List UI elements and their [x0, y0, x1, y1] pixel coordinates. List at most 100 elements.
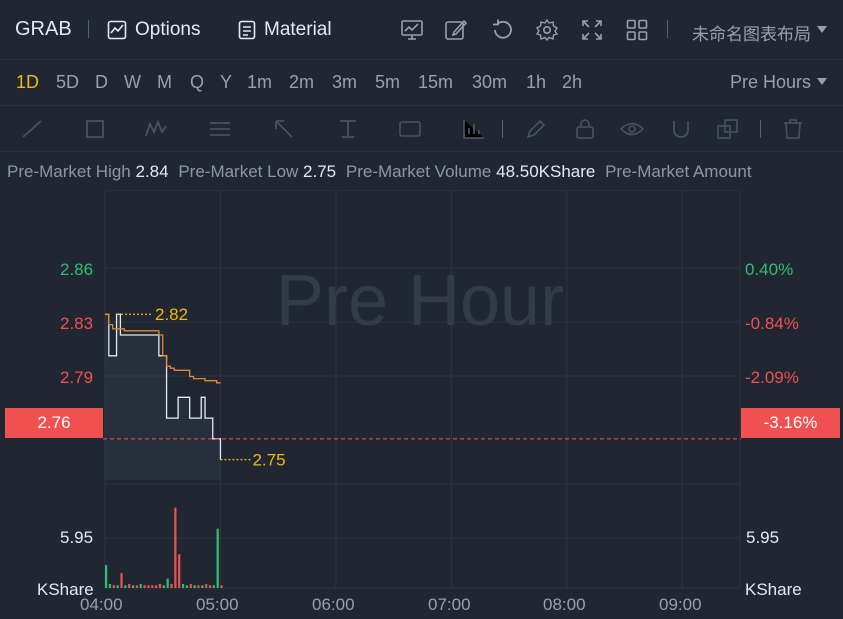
- layout-dropdown-caret-icon[interactable]: [817, 26, 827, 33]
- indicator-tool-icon[interactable]: [462, 118, 486, 140]
- timeframe-m[interactable]: M: [157, 72, 172, 92]
- drawing-toolbar: [0, 106, 843, 152]
- layout-grid-icon[interactable]: [625, 18, 649, 42]
- timeframe-y[interactable]: Y: [220, 72, 233, 92]
- chart-type-icon[interactable]: [400, 18, 424, 42]
- volume-bar: [158, 583, 162, 588]
- chart-canvas[interactable]: Pre Hour 2.82 2.75: [0, 189, 843, 619]
- right-pct-tick: 0.40%: [745, 260, 794, 279]
- material-button[interactable]: Material: [238, 17, 332, 43]
- pre-market-stats: Pre-Market High 2.84 Pre-Market Low 2.75…: [0, 152, 843, 190]
- volume-bar: [155, 585, 158, 588]
- options-button[interactable]: Options: [107, 17, 200, 43]
- timeframe-w[interactable]: W: [124, 72, 141, 92]
- volume-bar: [135, 585, 138, 588]
- volume-bar: [216, 528, 219, 588]
- pre-market-high-value: 2.84: [135, 162, 169, 181]
- volume-bar: [120, 573, 123, 588]
- measure-tool-icon[interactable]: [336, 118, 360, 140]
- volume-bar: [220, 585, 223, 588]
- trash-icon[interactable]: [781, 118, 805, 140]
- volume-bar: [185, 585, 189, 588]
- timeframe-15m[interactable]: 15m: [418, 72, 454, 92]
- volume-bar: [108, 583, 112, 588]
- volume-bar: [208, 585, 212, 588]
- price-chart[interactable]: Pre Hour 2.82 2.75 2.86 2.83 2.79 2.76 0…: [0, 189, 843, 619]
- annotation-tool-icon[interactable]: [398, 118, 422, 140]
- volume-bar: [178, 554, 181, 588]
- volume-bar: [131, 585, 135, 588]
- undo-icon[interactable]: [490, 18, 514, 42]
- volume-bars: [105, 507, 223, 588]
- pre-market-amount-label: Pre-Market Amount: [605, 162, 752, 181]
- volume-bar: [181, 583, 185, 588]
- layout-name-dropdown[interactable]: 未命名图表布局: [692, 25, 811, 44]
- timeframe-1m[interactable]: 1m: [247, 72, 273, 92]
- volume-unit-right: KShare: [745, 580, 802, 599]
- volume-bar: [170, 583, 173, 588]
- layers-icon[interactable]: [716, 118, 740, 140]
- trend-line-tool-icon[interactable]: [20, 118, 44, 140]
- timeframe-1h[interactable]: 1h: [526, 72, 547, 92]
- options-chart-icon: [107, 20, 127, 40]
- brush-icon[interactable]: [524, 118, 548, 140]
- volume-bar: [212, 585, 215, 588]
- timeframe-2h[interactable]: 2h: [562, 72, 583, 92]
- volume-bar: [128, 583, 131, 588]
- volume-bar: [143, 585, 146, 588]
- right-pct-tick: -0.84%: [745, 314, 799, 333]
- volume-bar: [105, 565, 108, 588]
- volume-tick-right: 5.95: [746, 528, 780, 547]
- visibility-eye-icon[interactable]: [620, 118, 644, 140]
- price-line: [105, 313, 222, 460]
- left-price-tick: 2.79: [60, 368, 94, 387]
- lock-icon[interactable]: [573, 118, 597, 140]
- volume-bar: [112, 585, 115, 588]
- arrow-tool-icon[interactable]: [272, 118, 296, 140]
- divider: [88, 20, 89, 38]
- pre-market-low-label: Pre-Market Low: [178, 162, 299, 181]
- volume-bar: [205, 583, 208, 588]
- timeframe-30m[interactable]: 30m: [472, 72, 508, 92]
- top-bar: GRAB Options Material 未命名图表布局: [0, 0, 843, 60]
- time-tick: 08:00: [543, 595, 586, 614]
- material-label: Material: [264, 19, 332, 40]
- left-price-tick: 2.86: [60, 260, 94, 279]
- magnet-icon[interactable]: [669, 118, 693, 140]
- low-marker-label: 2.75: [252, 451, 285, 470]
- pre-market-low-value: 2.75: [303, 162, 337, 181]
- volume-bar: [124, 585, 127, 588]
- timeframe-5m[interactable]: 5m: [375, 72, 401, 92]
- timeframe-1d[interactable]: 1D: [16, 72, 40, 92]
- divider: [502, 120, 503, 138]
- chart-watermark: Pre Hour: [276, 261, 564, 341]
- chart-grid: [104, 189, 741, 589]
- right-pct-tick: -2.09%: [745, 368, 799, 387]
- volume-bar: [151, 585, 154, 588]
- timeframe-d[interactable]: D: [95, 72, 108, 92]
- volume-unit-left: KShare: [37, 580, 94, 599]
- timeframe-5d[interactable]: 5D: [56, 72, 80, 92]
- divider: [667, 20, 668, 38]
- session-dropdown[interactable]: Pre Hours: [729, 72, 811, 92]
- fullscreen-icon[interactable]: [580, 18, 604, 42]
- session-dropdown-caret-icon[interactable]: [817, 78, 827, 85]
- edit-icon[interactable]: [444, 18, 468, 42]
- ticker-symbol[interactable]: GRAB: [15, 18, 72, 40]
- volume-bar: [116, 585, 119, 588]
- volume-bar: [166, 578, 169, 588]
- pre-market-volume-label: Pre-Market Volume: [345, 162, 492, 181]
- rectangle-tool-icon[interactable]: [84, 118, 108, 140]
- pattern-tool-icon[interactable]: [144, 118, 168, 140]
- timeframe-2m[interactable]: 2m: [289, 72, 315, 92]
- current-price-tag: 2.76: [5, 408, 103, 438]
- timeframe-q[interactable]: Q: [190, 72, 205, 92]
- pre-market-volume-value: 48.50KShare: [496, 162, 596, 181]
- fib-tool-icon[interactable]: [208, 118, 232, 140]
- timeframe-3m[interactable]: 3m: [332, 72, 358, 92]
- volume-tick-left: 5.95: [60, 528, 94, 547]
- volume-bar: [174, 507, 177, 588]
- high-marker-label: 2.82: [155, 305, 188, 324]
- volume-bar: [162, 585, 165, 588]
- settings-gear-icon[interactable]: [535, 18, 559, 42]
